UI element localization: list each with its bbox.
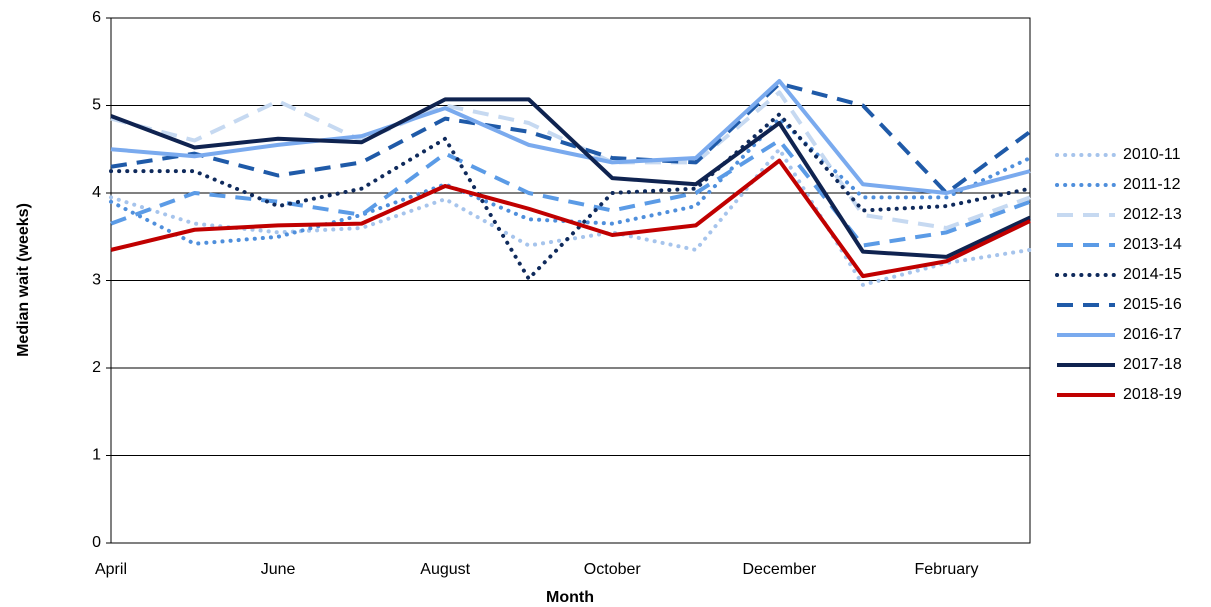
y-tick-label: 3 (92, 272, 101, 289)
legend-label: 2017-18 (1123, 356, 1182, 373)
x-tick-label: February (914, 561, 978, 578)
x-tick-label: October (584, 561, 642, 578)
y-tick-label: 2 (92, 359, 101, 376)
series-line (109, 147, 1032, 287)
legend-label: 2018-19 (1123, 386, 1182, 403)
x-tick-label: August (420, 561, 470, 578)
legend-label: 2011-12 (1123, 176, 1181, 193)
x-tick-label: December (742, 561, 816, 578)
x-tick-label: April (95, 561, 127, 578)
series-line (110, 81, 1032, 195)
series-line (110, 138, 1031, 248)
y-tick-label: 5 (92, 97, 101, 114)
y-axis-label: Median wait (weeks) (15, 203, 32, 357)
series-line (110, 158, 1031, 279)
y-tick-label: 6 (92, 9, 101, 26)
plot-border (110, 17, 1031, 544)
legend-label: 2015-16 (1123, 296, 1182, 313)
x-axis-label: Month (546, 589, 594, 606)
y-tick-label: 0 (92, 534, 101, 551)
y-tick-label: 4 (92, 184, 101, 201)
legend-label: 2016-17 (1123, 326, 1182, 343)
series-line (110, 97, 1031, 259)
y-tick-label: 1 (92, 447, 101, 464)
legend-label: 2012-13 (1123, 206, 1182, 223)
legend-label: 2013-14 (1123, 236, 1182, 253)
x-tick-label: June (261, 561, 296, 578)
legend-label: 2014-15 (1123, 266, 1182, 283)
series-line (110, 79, 1031, 195)
legend-label: 2010-11 (1123, 146, 1181, 163)
series-line (110, 90, 1031, 230)
